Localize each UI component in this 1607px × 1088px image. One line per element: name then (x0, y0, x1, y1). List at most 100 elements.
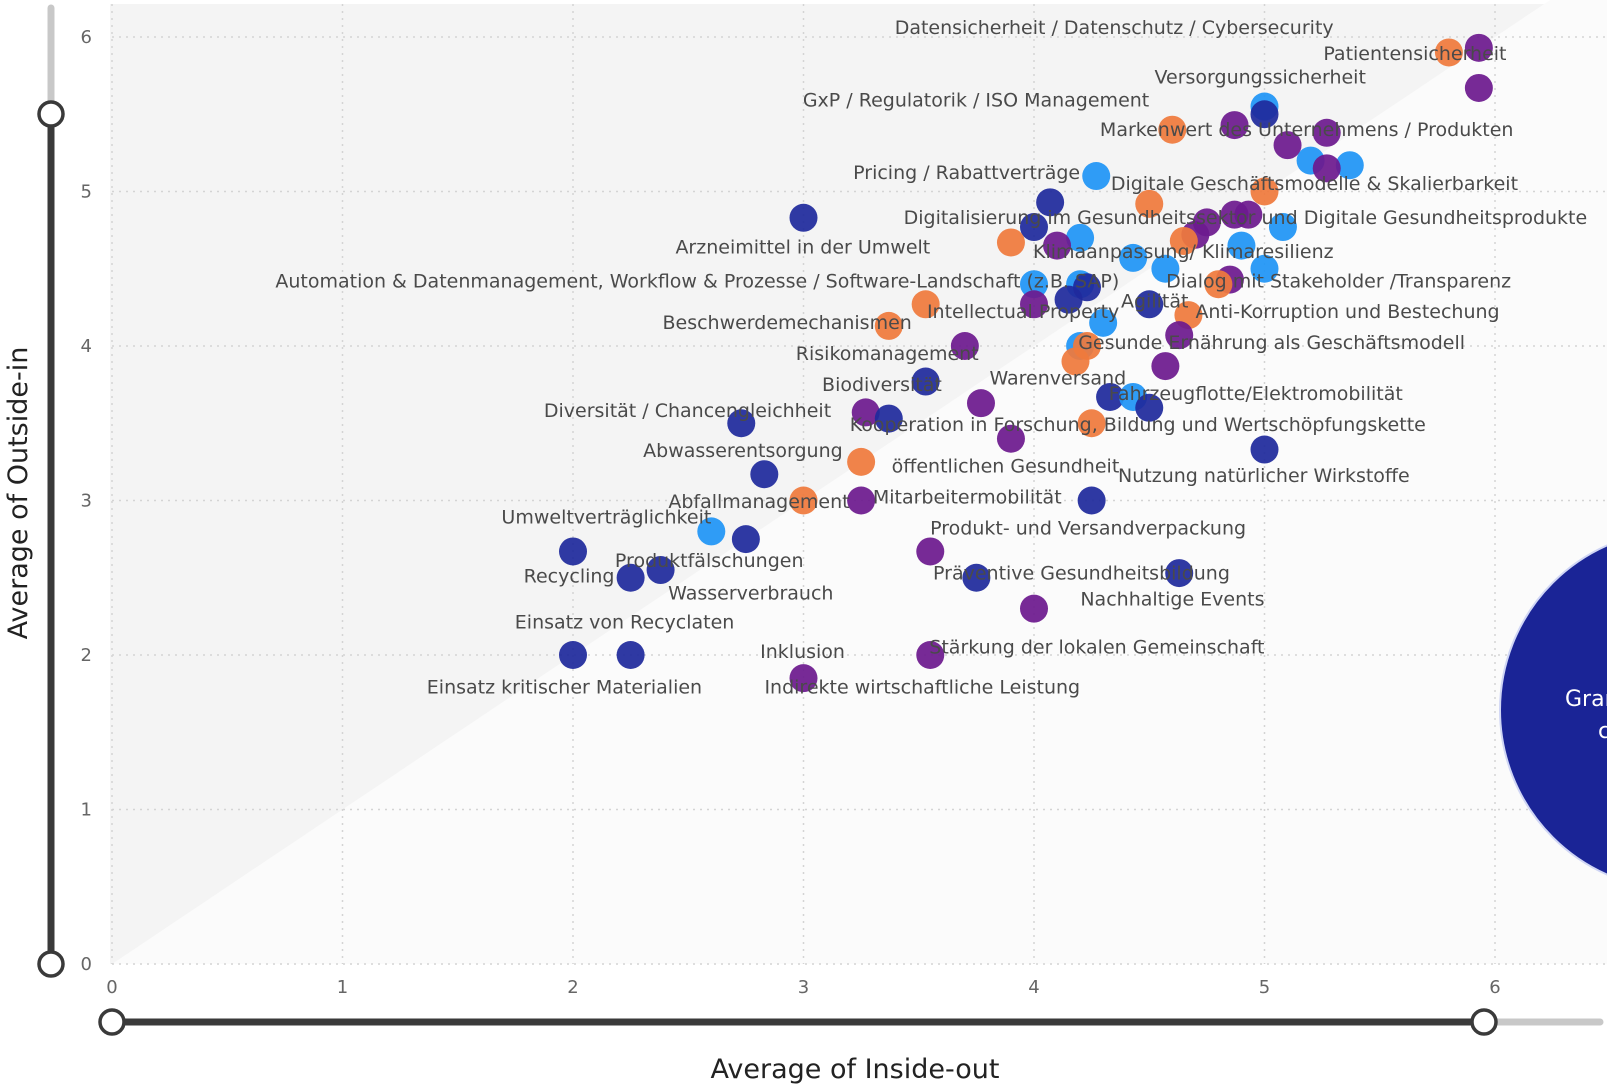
data-point[interactable] (1464, 73, 1493, 102)
point-label: Kooperation in Forschung, Bildung und We… (850, 414, 1426, 436)
point-label: Digitalisierung im Gesundheitssektor und… (904, 207, 1588, 229)
large-bubble-circle[interactable] (1499, 530, 1607, 890)
data-point[interactable] (1061, 347, 1090, 376)
data-point[interactable] (1054, 285, 1083, 314)
data-point[interactable] (911, 367, 940, 396)
data-point[interactable] (966, 389, 995, 418)
data-point[interactable] (1250, 177, 1279, 206)
x-slider-handle-left[interactable] (98, 1008, 126, 1036)
y-tick-label: 4 (81, 336, 92, 357)
data-point[interactable] (727, 409, 756, 438)
data-point[interactable] (1077, 486, 1106, 515)
data-point[interactable] (916, 641, 945, 669)
data-point[interactable] (911, 290, 940, 319)
x-tick-label: 4 (1028, 977, 1039, 998)
y-tick-label: 2 (81, 645, 92, 666)
data-point[interactable] (1135, 290, 1164, 319)
data-point[interactable] (1165, 321, 1194, 350)
data-point[interactable] (1204, 270, 1233, 299)
data-point[interactable] (1169, 226, 1198, 255)
data-point[interactable] (1227, 231, 1256, 260)
point-label: Gesunde Ernährung als Geschäftsmodell (1078, 332, 1465, 354)
y-slider-handle-top[interactable] (37, 100, 65, 128)
data-point[interactable] (1434, 38, 1463, 67)
data-point[interactable] (950, 332, 979, 360)
data-point[interactable] (1135, 189, 1164, 218)
y-tick-label: 6 (81, 27, 92, 48)
point-label: Beschwerdemechanismen (662, 312, 911, 334)
data-point[interactable] (1312, 154, 1341, 183)
data-point[interactable] (1043, 231, 1072, 260)
data-point[interactable] (559, 537, 587, 566)
data-point[interactable] (1158, 115, 1187, 144)
large-bubble: Gran c (1499, 530, 1607, 890)
data-point[interactable] (1250, 435, 1279, 464)
data-point[interactable] (1220, 200, 1249, 229)
data-point[interactable] (789, 664, 818, 693)
point-label: Warenversand (989, 368, 1126, 390)
y-tick-label: 3 (81, 491, 92, 512)
point-label: GxP / Regulatorik / ISO Management (803, 90, 1149, 112)
data-point[interactable] (874, 404, 903, 433)
data-point[interactable] (616, 563, 645, 592)
data-point[interactable] (1036, 188, 1065, 217)
point-label: Einsatz von Recyclaten (515, 612, 735, 634)
data-point[interactable] (962, 563, 991, 592)
point-label: Arzneimittel in der Umwelt (675, 236, 930, 258)
data-point[interactable] (1151, 254, 1180, 283)
data-point[interactable] (1268, 213, 1297, 242)
data-point[interactable] (1020, 213, 1048, 242)
data-point[interactable] (1020, 594, 1048, 623)
data-point[interactable] (1135, 393, 1164, 422)
y-slider-handle-bottom[interactable] (37, 950, 65, 978)
data-point[interactable] (847, 447, 876, 476)
data-point[interactable] (1096, 382, 1125, 411)
point-label: Wasserverbrauch (668, 582, 833, 604)
point-label: Biodiversität (822, 374, 942, 396)
data-point[interactable] (646, 556, 675, 585)
data-point[interactable] (1119, 243, 1148, 272)
data-point[interactable] (847, 486, 876, 515)
data-point[interactable] (1020, 290, 1048, 319)
y-tick-label: 5 (81, 182, 92, 203)
point-label: Indirekte wirtschaftliche Leistung (764, 677, 1080, 699)
data-point[interactable] (874, 311, 903, 340)
data-point[interactable] (1312, 118, 1341, 147)
data-point[interactable] (789, 486, 818, 515)
data-point[interactable] (697, 517, 726, 546)
data-point[interactable] (1335, 151, 1364, 180)
data-point[interactable] (1250, 254, 1279, 283)
point-label: Diversität / Chancengleichheit (544, 400, 831, 422)
y-tick-labels: 0 1 2 3 4 5 6 (81, 27, 92, 975)
data-point[interactable] (996, 424, 1025, 453)
data-point[interactable] (1089, 308, 1118, 337)
point-label: Fahrzeugflotte/Elektromobilität (1109, 383, 1403, 405)
point-label: Recycling (524, 565, 615, 587)
data-point[interactable] (1020, 270, 1048, 299)
data-point[interactable] (1082, 162, 1111, 191)
data-point[interactable] (1250, 100, 1279, 129)
data-point[interactable] (750, 460, 779, 489)
x-slider-handle-right[interactable] (1470, 1008, 1498, 1036)
data-point[interactable] (1464, 33, 1493, 62)
x-tick-label: 5 (1259, 977, 1270, 998)
point-label: Einsatz kritischer Materialien (427, 677, 702, 699)
data-point[interactable] (1066, 223, 1095, 252)
point-label: Dialog mit Stakeholder /Transparenz (1166, 270, 1511, 292)
point-label: Datensicherheit / Datenschutz / Cybersec… (895, 17, 1334, 39)
data-point[interactable] (1077, 409, 1106, 438)
point-label: Mitarbeitermobilität (873, 487, 1062, 509)
data-point[interactable] (1220, 111, 1249, 140)
data-point[interactable] (616, 641, 645, 669)
data-point[interactable] (916, 537, 945, 566)
data-point[interactable] (559, 641, 587, 669)
point-label: Abfallmanagement (668, 491, 849, 513)
data-point[interactable] (1273, 131, 1302, 160)
data-point[interactable] (1151, 352, 1180, 381)
data-point[interactable] (996, 228, 1025, 257)
data-point[interactable] (789, 203, 818, 232)
data-point[interactable] (851, 398, 880, 427)
data-point[interactable] (1165, 559, 1194, 588)
large-bubble-label-line1: Gran (1565, 687, 1607, 712)
data-point[interactable] (731, 525, 760, 554)
